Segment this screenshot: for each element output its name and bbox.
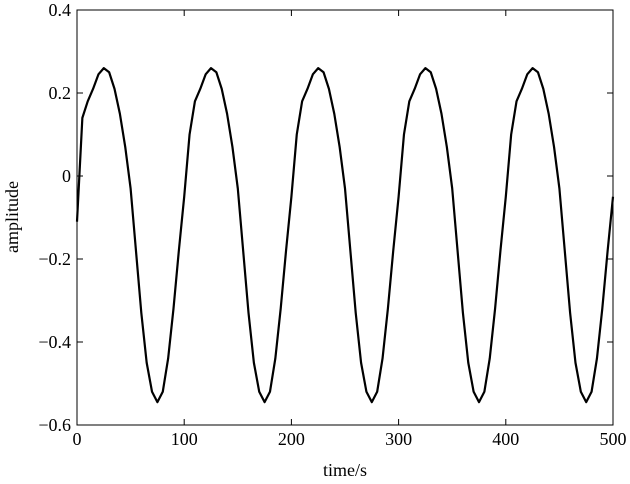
x-tick-label: 0 <box>73 429 82 449</box>
y-axis-label: amplitude <box>2 181 22 253</box>
y-tick-label: 0 <box>62 166 71 186</box>
line-series <box>75 67 615 404</box>
plot-frame <box>76 9 614 426</box>
x-tick-label: 300 <box>385 429 412 449</box>
y-tick-label: 0.2 <box>49 83 72 103</box>
x-tick-label: 400 <box>492 429 519 449</box>
y-tick-label: −0.6 <box>38 415 71 435</box>
x-tick-label: 200 <box>278 429 305 449</box>
y-tick-label: 0.4 <box>49 0 72 20</box>
y-tick-label: −0.4 <box>38 332 71 352</box>
x-axis-label: time/s <box>323 460 367 480</box>
x-tick-label: 500 <box>600 429 627 449</box>
y-tick-label: −0.2 <box>38 249 71 269</box>
x-tick-label: 100 <box>171 429 198 449</box>
